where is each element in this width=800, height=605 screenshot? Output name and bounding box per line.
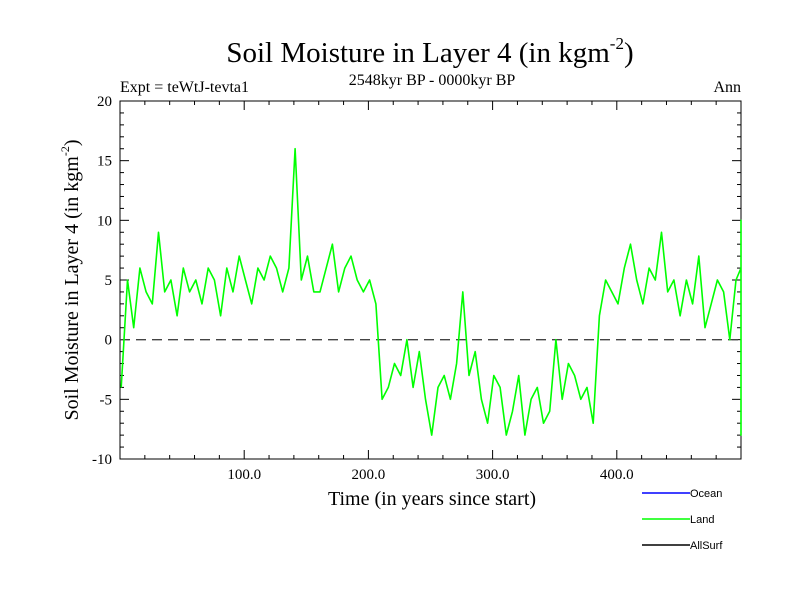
y-axis-label-close: )	[61, 139, 83, 146]
chart-title-superscript: -2	[610, 34, 624, 53]
axis-tick-labels: -10 -5 0 5 10 15 20 100.0 200.0 300.0 400.0	[92, 94, 634, 483]
land-series-line	[120, 147, 742, 436]
y-tick-label: -5	[100, 392, 113, 408]
x-tick-label: 400.0	[600, 467, 634, 483]
x-tick-label: 200.0	[352, 467, 386, 483]
y-axis-label-main: Soil Moisture in Layer 4 (in kgm	[61, 156, 83, 421]
y-tick-label: 0	[105, 333, 113, 349]
x-tick-label: 300.0	[476, 467, 510, 483]
y-tick-label: 10	[97, 213, 112, 229]
legend-label-allsurf: AllSurf	[690, 540, 723, 552]
season-label: Ann	[713, 79, 741, 96]
y-tick-label: 20	[97, 94, 112, 110]
chart-title-main: Soil Moisture in Layer 4 (in kgm	[226, 37, 610, 69]
legend-label-ocean: Ocean	[690, 488, 722, 500]
y-axis-label-superscript: -2	[58, 146, 72, 156]
y-tick-label: 5	[105, 273, 113, 289]
chart-title-close: )	[624, 37, 634, 69]
expt-label: Expt = teWtJ-tevta1	[120, 79, 249, 96]
y-tick-label: -10	[92, 452, 112, 468]
x-tick-label: 100.0	[227, 467, 261, 483]
y-axis-label: Soil Moisture in Layer 4 (in kgm-2)	[58, 139, 83, 420]
y-tick-label: 15	[97, 154, 112, 170]
axis-ticks	[120, 100, 741, 460]
legend-label-land: Land	[690, 514, 714, 526]
chart-title: Soil Moisture in Layer 4 (in kgm-2)	[226, 34, 633, 69]
x-axis-label: Time (in years since start)	[328, 488, 536, 510]
chart-subtitle: 2548kyr BP - 0000kyr BP	[349, 72, 516, 89]
legend: Ocean Land AllSurf	[642, 488, 723, 552]
